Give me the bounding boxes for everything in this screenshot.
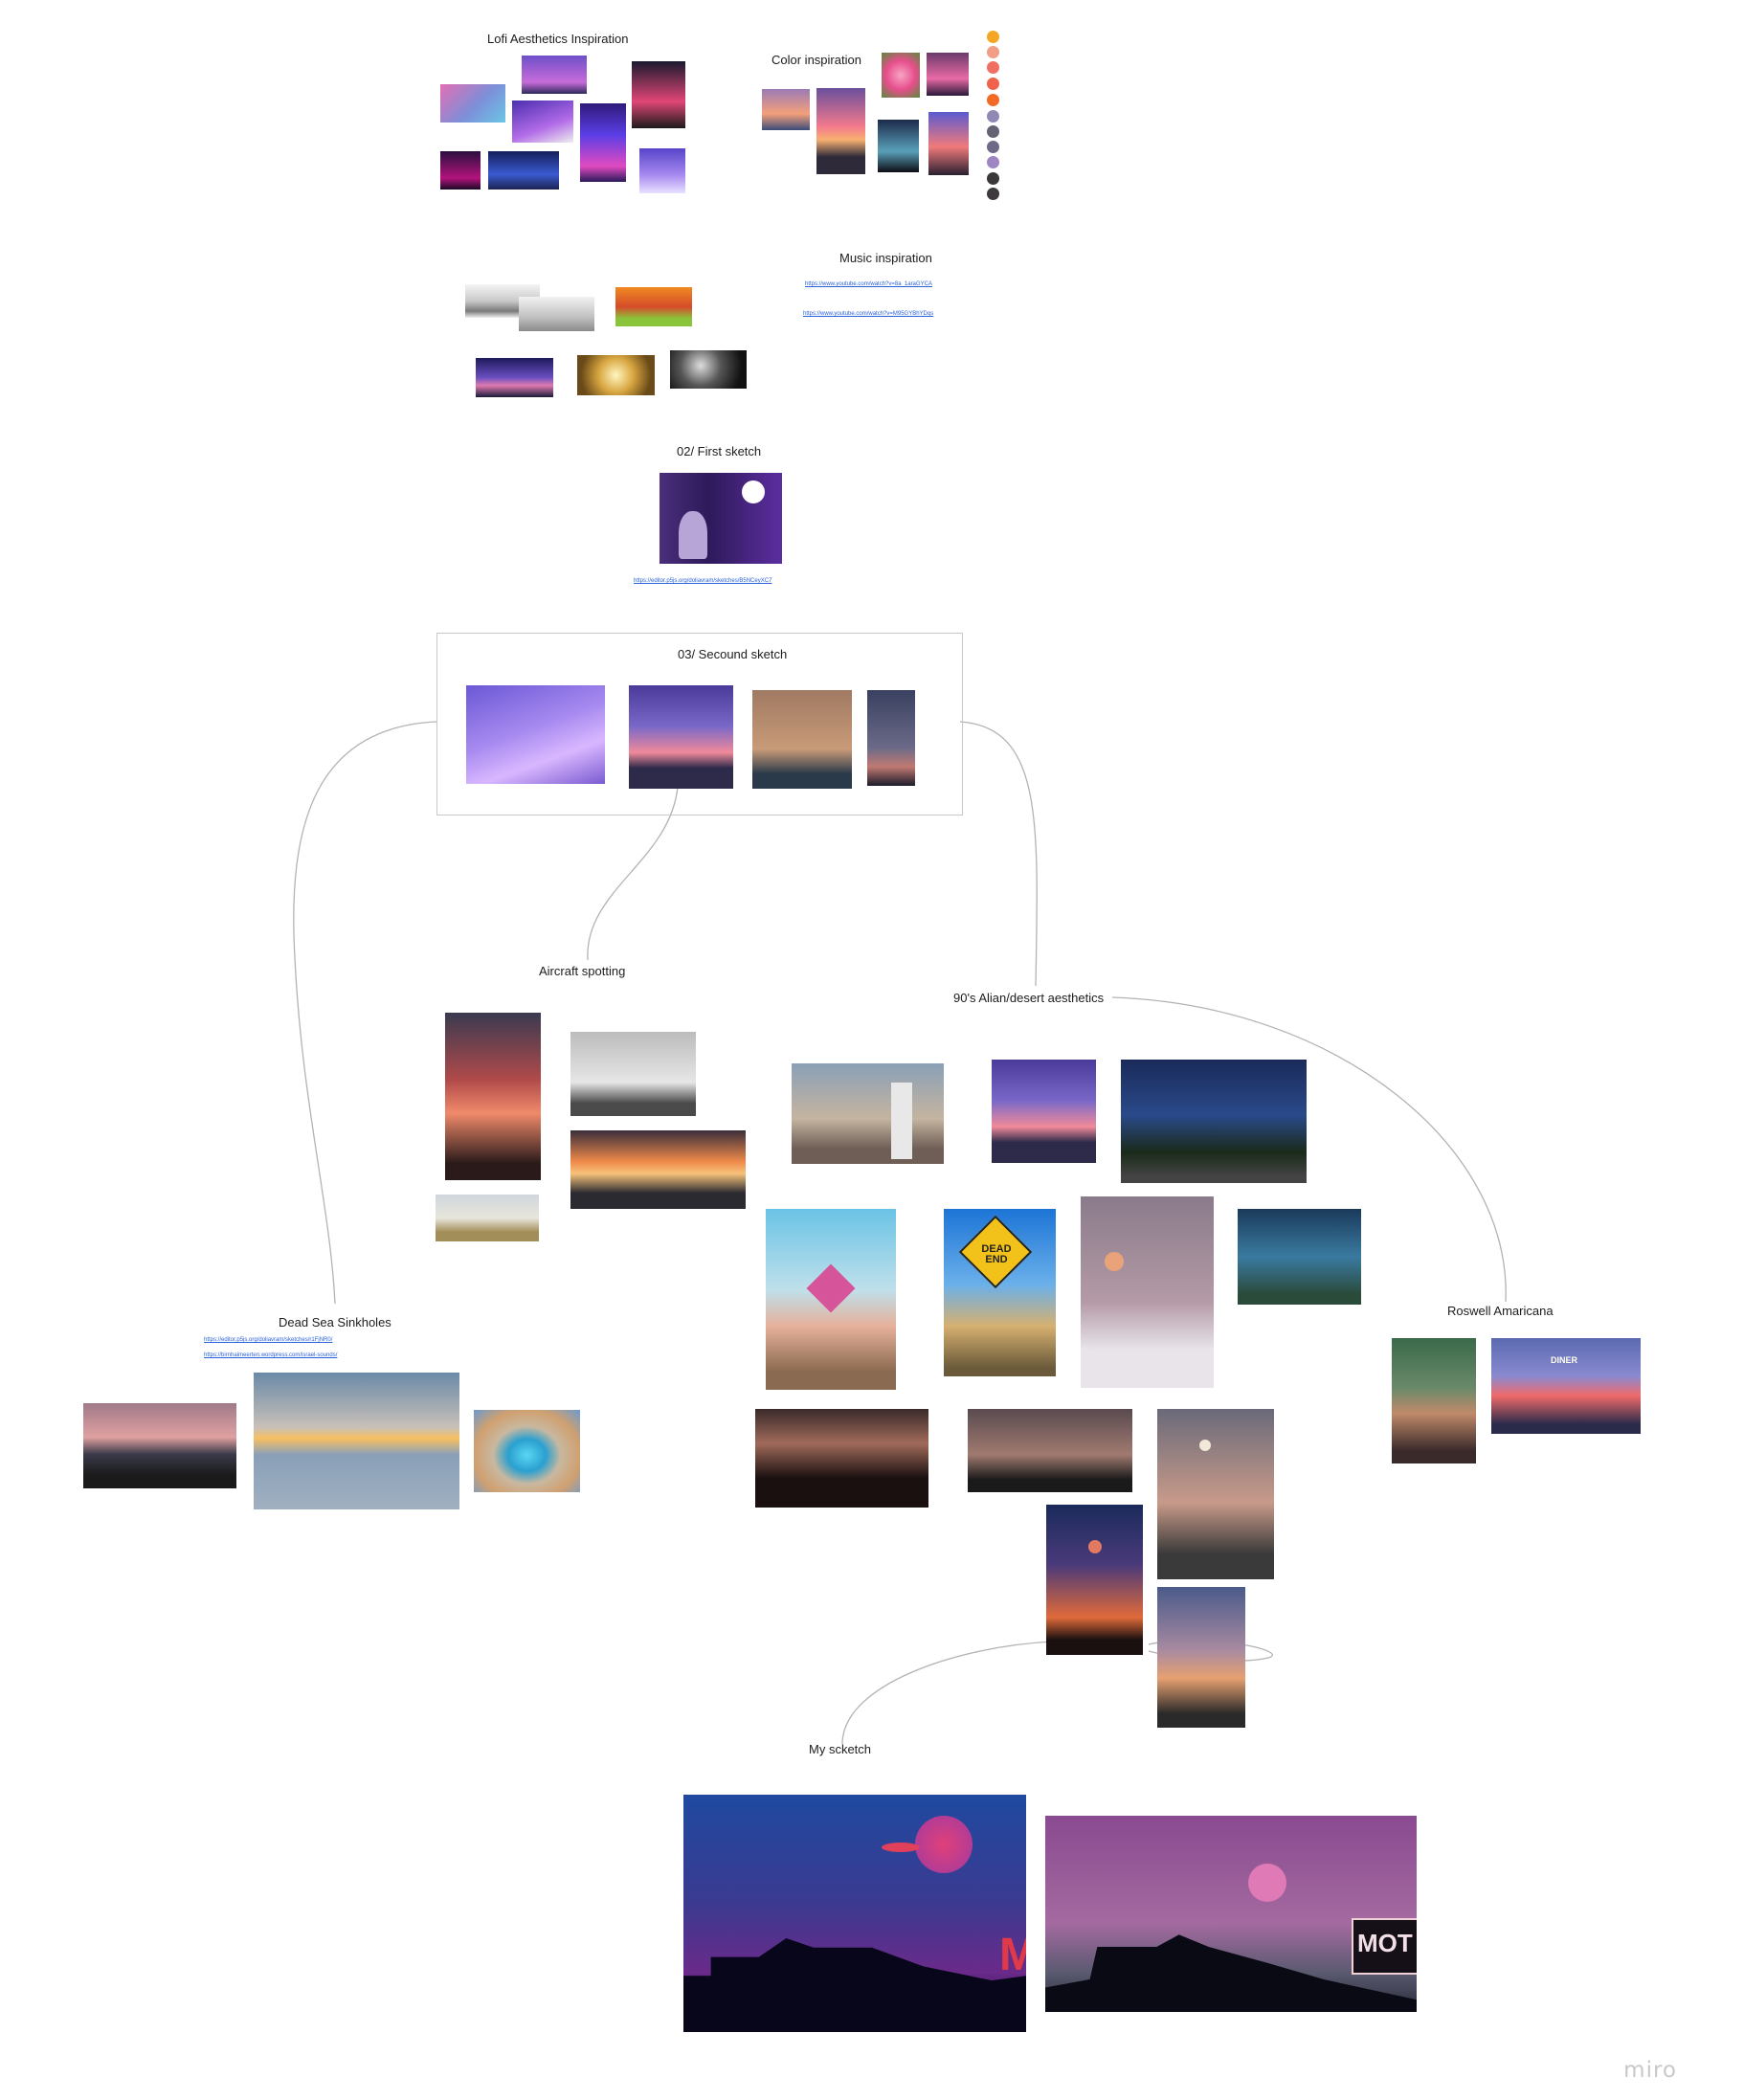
color-swatch-4[interactable] xyxy=(987,78,999,90)
dead-sea-image-sunset[interactable] xyxy=(83,1403,236,1488)
music-thumb-night-sky[interactable] xyxy=(476,358,553,397)
moon-shape-3 xyxy=(1199,1440,1211,1451)
desert-image-rooftop[interactable] xyxy=(992,1060,1096,1163)
section-title-color[interactable]: Color inspiration xyxy=(771,53,861,67)
dead-sea-link-2[interactable]: https://birnhaimeerten.wordpress.com/isr… xyxy=(204,1352,338,1358)
aircraft-image-landing[interactable] xyxy=(570,1032,696,1116)
connector-desert xyxy=(959,721,1038,987)
color-image-clouds[interactable] xyxy=(762,89,810,130)
motel-sign-text-b: MOT xyxy=(1357,1929,1413,1957)
color-image-girl-window[interactable] xyxy=(878,120,919,172)
connector-aircraft xyxy=(587,786,679,961)
first-sketch-link[interactable]: https://editor.p5js.org/doliavram/sketch… xyxy=(634,578,772,584)
moon-shape-4 xyxy=(1088,1540,1102,1553)
desert-image-night-house[interactable] xyxy=(1121,1060,1307,1183)
first-sketch-image[interactable] xyxy=(660,473,782,564)
desert-image-dead-end[interactable]: DEAD END xyxy=(944,1209,1056,1376)
lofi-image-girl[interactable] xyxy=(522,56,587,94)
lofi-image-alley[interactable] xyxy=(440,151,481,190)
motel-sign-text-a: MO xyxy=(999,1930,1026,1980)
connector-roswell xyxy=(1111,996,1507,1303)
desert-image-road-sign[interactable] xyxy=(766,1209,896,1390)
section-title-lofi[interactable]: Lofi Aesthetics Inspiration xyxy=(487,32,629,46)
second-sketch-image-2[interactable] xyxy=(629,685,733,789)
color-image-sunset-building[interactable] xyxy=(816,88,865,174)
aircraft-image-plane-moon[interactable] xyxy=(445,1013,541,1180)
music-thumb-particles[interactable] xyxy=(670,350,747,389)
color-swatch-1[interactable] xyxy=(987,31,999,43)
dead-sea-link-1[interactable]: https://editor.p5js.org/doliavram/sketch… xyxy=(204,1337,333,1343)
ufo-shape xyxy=(882,1843,920,1852)
music-link-2[interactable]: https://www.youtube.com/watch?v=M95GYBhY… xyxy=(803,311,934,317)
desert-image-moon-sand[interactable] xyxy=(1081,1196,1214,1388)
tower-shape xyxy=(891,1083,912,1159)
road-sign-shape xyxy=(806,1263,856,1313)
desert-image-palm-dusk[interactable] xyxy=(968,1409,1132,1492)
lofi-image-moon[interactable] xyxy=(488,151,559,190)
aircraft-image-field[interactable] xyxy=(436,1195,539,1241)
connector-my-sketch xyxy=(841,1641,1054,1745)
section-title-music[interactable]: Music inspiration xyxy=(839,251,932,265)
desert-image-silhouette-trees[interactable] xyxy=(755,1409,928,1508)
diner-sign-text: DINER xyxy=(1551,1355,1578,1365)
music-thumb-mandala[interactable] xyxy=(577,355,655,395)
miro-logo: miro xyxy=(1623,2058,1677,2083)
color-swatch-6[interactable] xyxy=(987,110,999,123)
second-sketch-image-3[interactable] xyxy=(752,690,852,789)
color-image-flowers[interactable] xyxy=(882,53,920,98)
music-thumb-sketch-2[interactable] xyxy=(519,297,594,331)
music-thumb-pixel-game[interactable] xyxy=(615,287,692,326)
music-link-1[interactable]: https://www.youtube.com/watch?v=8a_1araG… xyxy=(805,281,932,287)
lofi-image-night-city[interactable] xyxy=(512,101,573,143)
desert-image-tower[interactable] xyxy=(792,1063,944,1164)
second-sketch-frame[interactable] xyxy=(436,633,963,815)
section-title-roswell[interactable]: Roswell Amaricana xyxy=(1447,1304,1554,1318)
lofi-image-stairs[interactable] xyxy=(639,148,685,193)
lofi-image-window[interactable] xyxy=(632,61,685,128)
connector-dead-sea xyxy=(293,721,437,1305)
lofi-image-room[interactable] xyxy=(440,84,505,123)
section-title-desert[interactable]: 90's Alian/desert aesthetics xyxy=(953,991,1105,1005)
desert-image-joshua-tree[interactable] xyxy=(1157,1409,1274,1579)
dead-sea-image-tree-reflection[interactable] xyxy=(254,1373,459,1509)
planet-shape xyxy=(915,1816,973,1873)
section-title-second-sketch[interactable]: 03/ Secound sketch xyxy=(678,647,788,661)
color-image-portrait[interactable] xyxy=(927,53,969,96)
color-swatch-2[interactable] xyxy=(987,46,999,58)
figure-silhouette xyxy=(679,511,707,559)
my-sketch-image-night[interactable]: MO xyxy=(683,1795,1026,2032)
second-sketch-image-1[interactable] xyxy=(466,685,605,784)
color-swatch-10[interactable] xyxy=(987,172,999,185)
desert-image-aliens[interactable] xyxy=(1238,1209,1361,1305)
color-swatch-9[interactable] xyxy=(987,156,999,168)
moon-shape-2 xyxy=(1105,1252,1124,1271)
desert-image-cactus-moon[interactable] xyxy=(1046,1505,1143,1655)
skyline-silhouette xyxy=(683,1938,1026,2032)
color-image-street-dusk[interactable] xyxy=(928,112,969,175)
dead-end-text: DEAD END xyxy=(981,1243,1012,1265)
dead-sea-image-blue-pool[interactable] xyxy=(474,1410,580,1492)
section-title-aircraft[interactable]: Aircraft spotting xyxy=(539,964,626,978)
color-swatch-5[interactable] xyxy=(987,94,999,106)
color-swatch-3[interactable] xyxy=(987,61,999,74)
motel-sign-box xyxy=(1352,1918,1417,1975)
section-title-dead-sea[interactable]: Dead Sea Sinkholes xyxy=(279,1315,391,1329)
lofi-image-neon-street[interactable] xyxy=(580,103,626,182)
planet-shape-2 xyxy=(1248,1864,1286,1902)
section-title-first-sketch[interactable]: 02/ First sketch xyxy=(677,444,762,458)
color-swatch-11[interactable] xyxy=(987,188,999,200)
roswell-image-waitress[interactable] xyxy=(1392,1338,1476,1463)
section-title-my-sketch[interactable]: My scketch xyxy=(809,1742,872,1756)
color-swatch-8[interactable] xyxy=(987,141,999,153)
my-sketch-image-dusk[interactable]: MOT xyxy=(1045,1816,1417,2012)
roswell-image-diner[interactable]: DINER xyxy=(1491,1338,1641,1434)
color-swatch-7[interactable] xyxy=(987,125,999,138)
aircraft-image-sunset-runway[interactable] xyxy=(570,1130,746,1209)
desert-image-saguaro[interactable] xyxy=(1157,1587,1245,1728)
moon-shape xyxy=(742,480,765,503)
second-sketch-image-4[interactable] xyxy=(867,690,915,786)
